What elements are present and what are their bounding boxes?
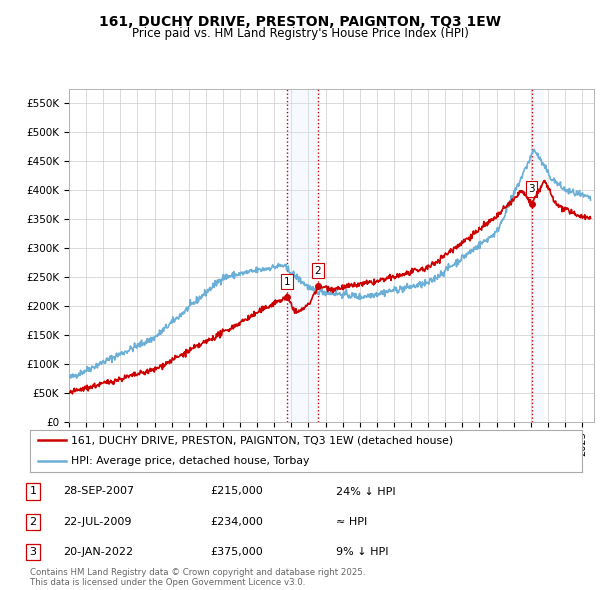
Text: 9% ↓ HPI: 9% ↓ HPI [336, 548, 389, 557]
Text: 24% ↓ HPI: 24% ↓ HPI [336, 487, 395, 496]
Text: £375,000: £375,000 [210, 548, 263, 557]
Text: Price paid vs. HM Land Registry's House Price Index (HPI): Price paid vs. HM Land Registry's House … [131, 27, 469, 40]
Text: 161, DUCHY DRIVE, PRESTON, PAIGNTON, TQ3 1EW (detached house): 161, DUCHY DRIVE, PRESTON, PAIGNTON, TQ3… [71, 435, 454, 445]
Bar [532, 88, 544, 422]
Text: 1: 1 [29, 487, 37, 496]
Text: £215,000: £215,000 [210, 487, 263, 496]
Text: 22-JUL-2009: 22-JUL-2009 [63, 517, 131, 527]
Text: 28-SEP-2007: 28-SEP-2007 [63, 487, 134, 496]
Text: HPI: Average price, detached house, Torbay: HPI: Average price, detached house, Torb… [71, 457, 310, 466]
Text: 20-JAN-2022: 20-JAN-2022 [63, 548, 133, 557]
Text: ≈ HPI: ≈ HPI [336, 517, 367, 527]
Text: 1: 1 [284, 277, 290, 287]
Text: Contains HM Land Registry data © Crown copyright and database right 2025.
This d: Contains HM Land Registry data © Crown c… [30, 568, 365, 587]
Text: 2: 2 [29, 517, 37, 527]
Bar [287, 88, 318, 422]
Text: 161, DUCHY DRIVE, PRESTON, PAIGNTON, TQ3 1EW: 161, DUCHY DRIVE, PRESTON, PAIGNTON, TQ3… [99, 15, 501, 29]
Text: £234,000: £234,000 [210, 517, 263, 527]
Text: 3: 3 [29, 548, 37, 557]
Text: 3: 3 [528, 184, 535, 194]
Text: 2: 2 [314, 266, 322, 276]
